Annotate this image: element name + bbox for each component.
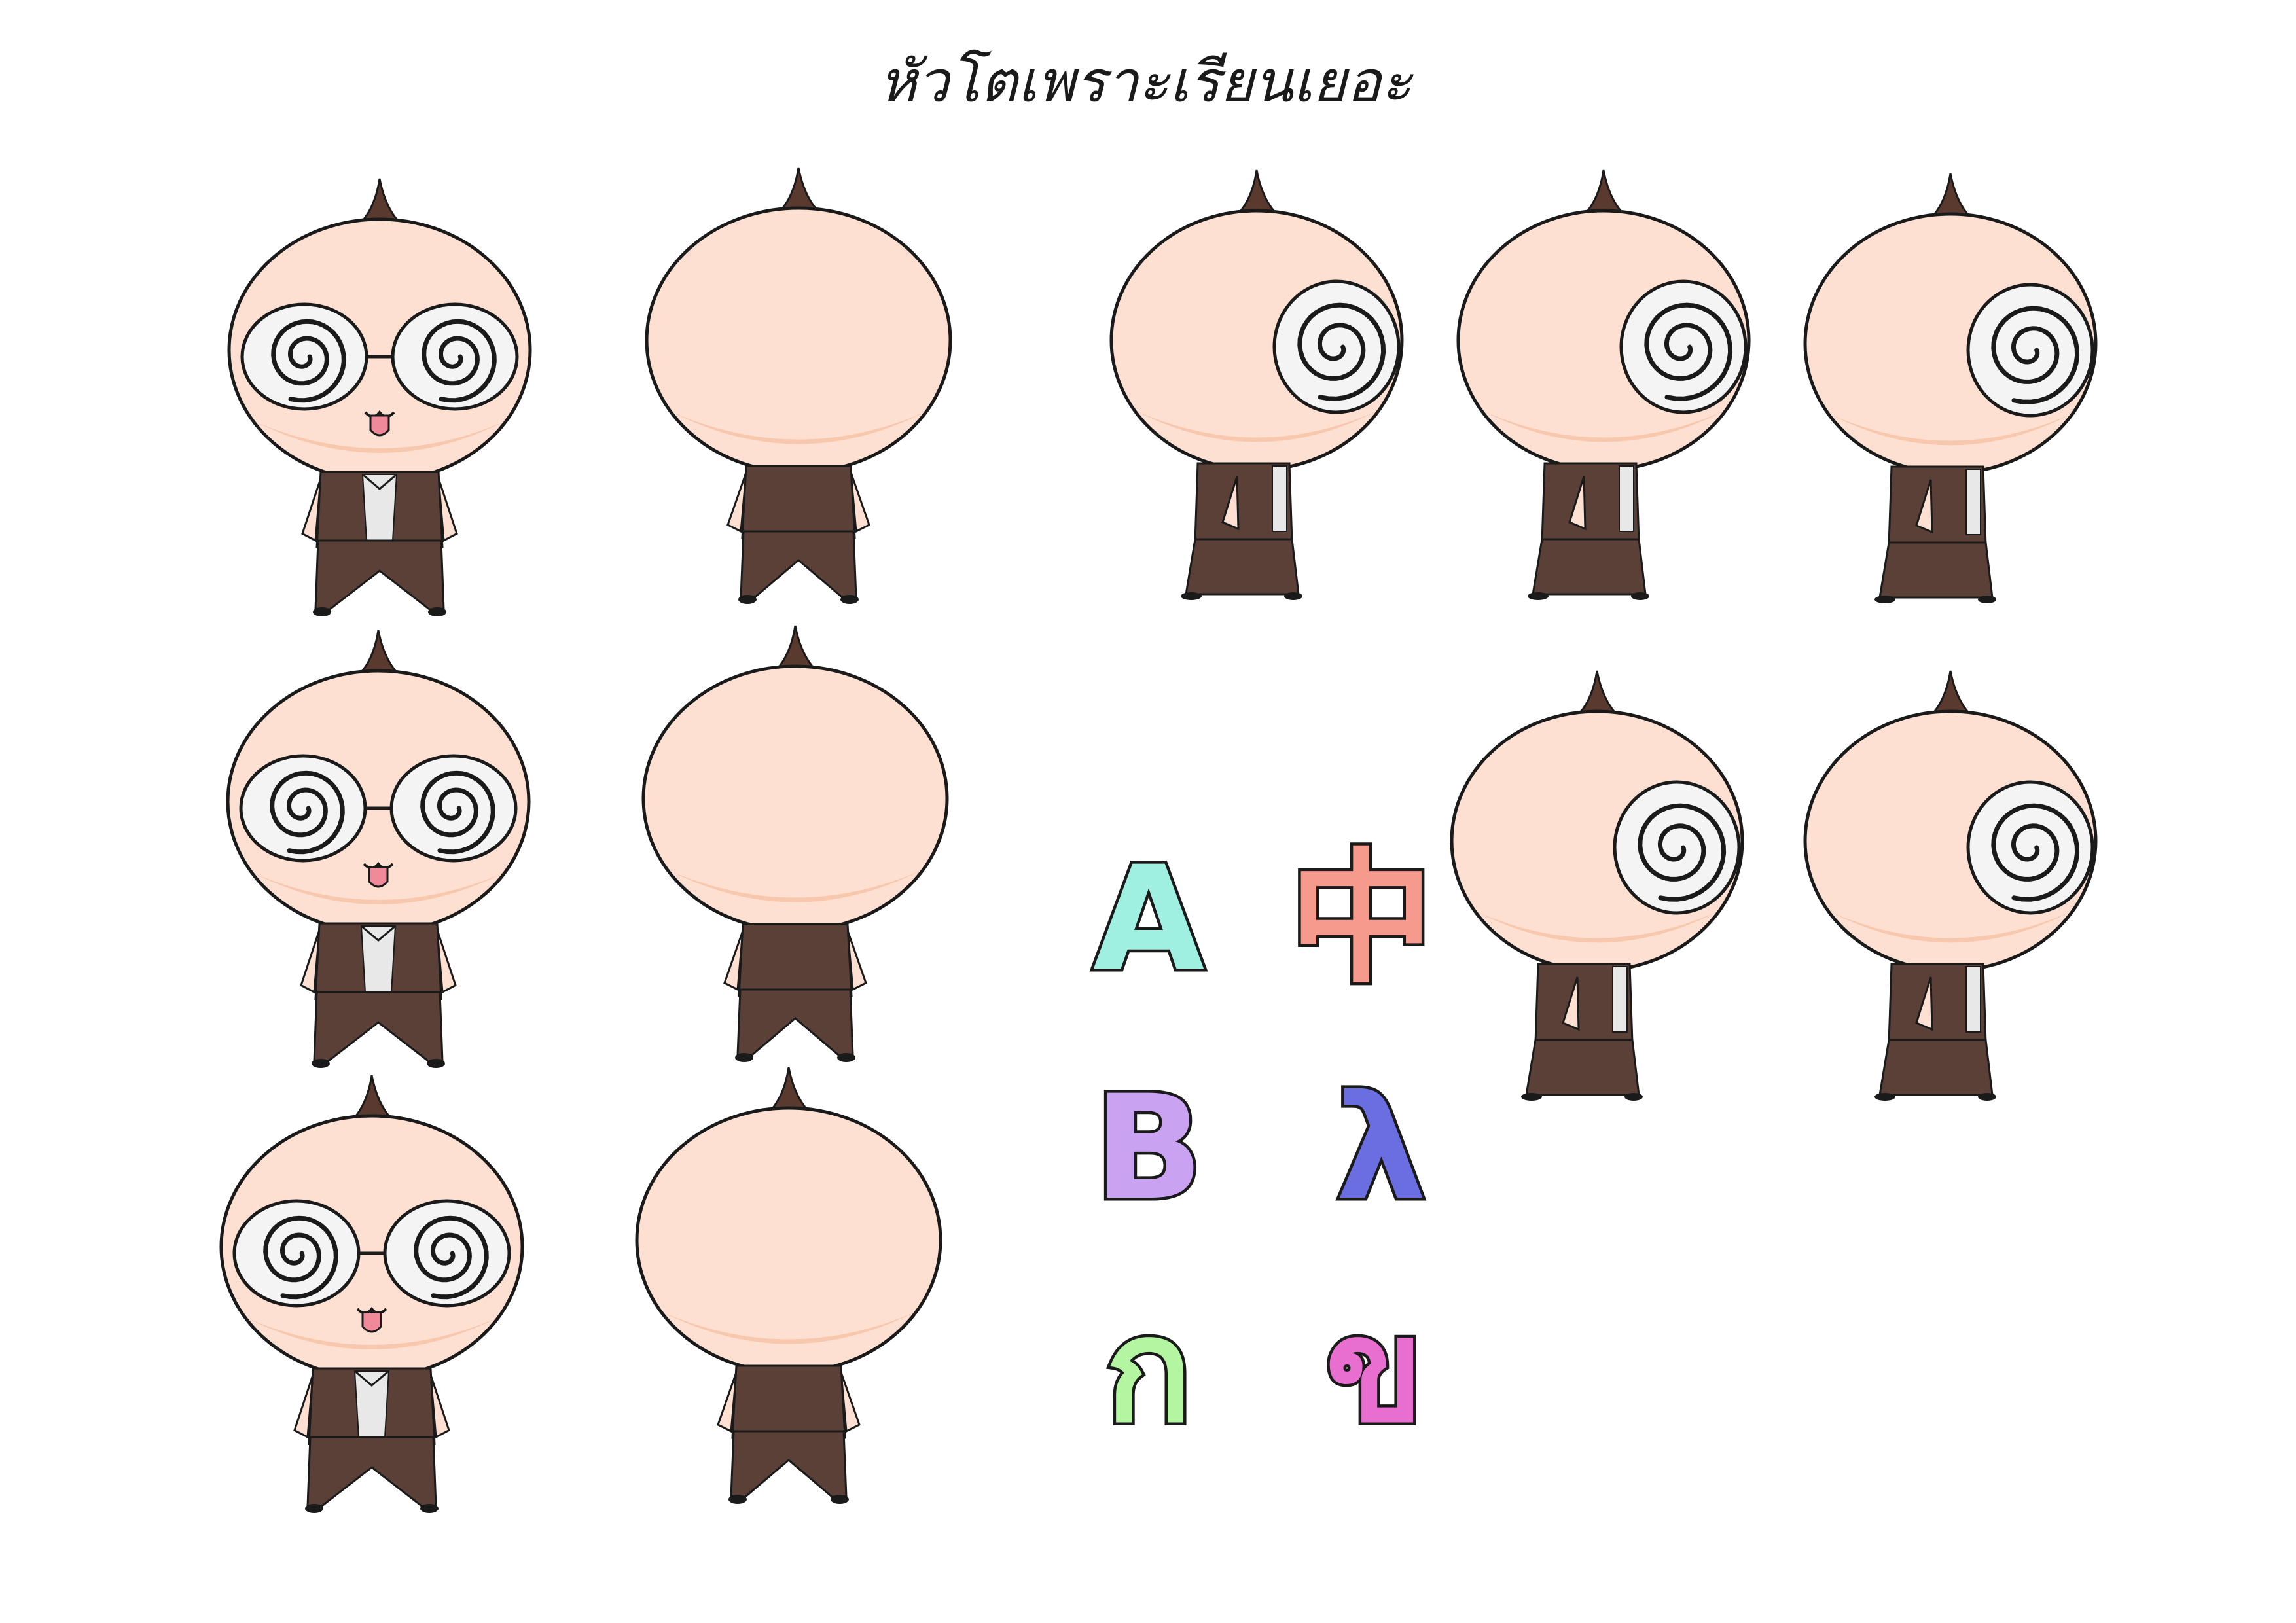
character-side-icon	[1803, 173, 2098, 603]
letter-glyph: ข	[1325, 1287, 1424, 1454]
character-front-icon	[219, 1075, 524, 1513]
character-front-icon	[226, 630, 531, 1068]
letter-glyph: B	[1094, 1064, 1204, 1232]
letter-glyph: λ	[1335, 1064, 1426, 1232]
character-side-icon	[1803, 670, 2098, 1101]
letter-glyph: ก	[1105, 1287, 1192, 1454]
letter-glyph: A	[1093, 835, 1204, 1003]
character-side-icon	[1456, 169, 1751, 600]
letters-layer: A 中B λกข	[1090, 832, 1436, 1457]
characters-layer	[219, 167, 2098, 1513]
title-area: หัวโตเพราะเรียนเยอะ	[0, 0, 2296, 170]
sheet-title: หัวโตเพราะเรียนเยอะ	[878, 48, 1412, 115]
character-back-icon	[641, 625, 949, 1062]
letter-glyph: 中	[1289, 835, 1433, 1003]
character-back-icon	[645, 167, 952, 604]
character-side-icon	[1450, 670, 1744, 1101]
character-front-icon	[227, 178, 532, 616]
character-side-icon	[1109, 169, 1404, 600]
character-back-icon	[635, 1067, 942, 1504]
